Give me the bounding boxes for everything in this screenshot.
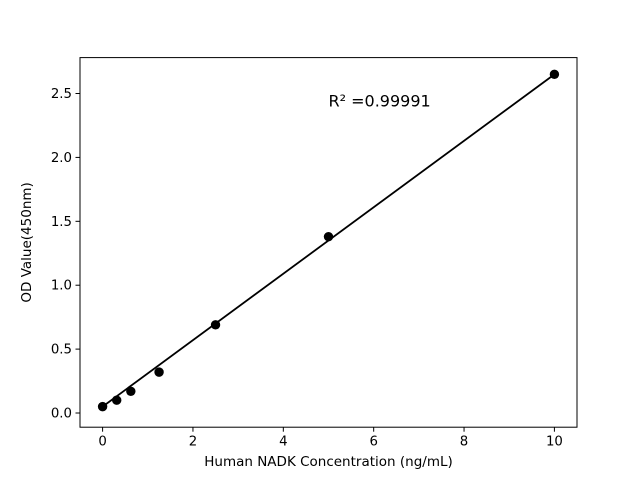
y-tick-label: 1.5 bbox=[51, 215, 72, 230]
x-tick-label: 10 bbox=[546, 435, 563, 450]
data-points bbox=[97, 69, 560, 412]
y-tick-label: 0.0 bbox=[51, 407, 72, 422]
x-tick-label: 2 bbox=[189, 435, 197, 450]
r-squared-annotation: R² =0.99991 bbox=[329, 91, 431, 110]
y-axis-label: OD Value(450nm) bbox=[19, 182, 35, 302]
x-tick-label: 6 bbox=[369, 435, 377, 450]
x-tick-label: 8 bbox=[460, 435, 468, 450]
y-tick-label: 0.5 bbox=[51, 343, 72, 358]
data-point bbox=[112, 395, 122, 405]
x-axis-ticks: 0 2 4 6 8 10 bbox=[98, 427, 563, 450]
y-axis-ticks: 0.0 0.5 1.0 1.5 2.0 2.5 bbox=[51, 87, 80, 422]
data-point bbox=[323, 231, 334, 242]
y-tick-label: 2.0 bbox=[51, 151, 72, 166]
x-tick-label: 4 bbox=[279, 435, 287, 450]
y-tick-label: 2.5 bbox=[51, 87, 72, 102]
x-tick-label: 0 bbox=[98, 435, 106, 450]
data-point bbox=[97, 401, 108, 412]
data-point bbox=[126, 386, 136, 396]
plot-area-border bbox=[79, 57, 578, 428]
data-point bbox=[210, 320, 221, 330]
y-tick-label: 1.0 bbox=[51, 279, 72, 294]
data-point bbox=[549, 69, 560, 80]
data-point bbox=[154, 367, 164, 377]
x-axis-label: Human NADK Concentration (ng/mL) bbox=[204, 454, 453, 470]
